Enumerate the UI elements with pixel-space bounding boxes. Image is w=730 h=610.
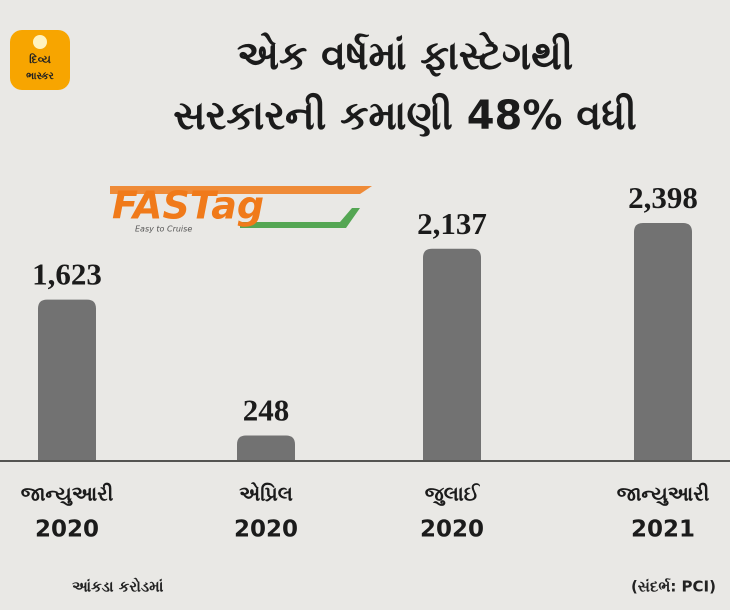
logo-text: ભાસ્કર <box>26 71 54 82</box>
x-tick-label: જુલાઈ <box>425 482 481 506</box>
chart-title: સરકારની કમાણી 48% વધી <box>173 93 637 139</box>
x-tick-label: જાન્યુઆરી <box>617 482 710 506</box>
value-label: 2,398 <box>628 180 698 215</box>
bar <box>634 223 692 460</box>
source: (સંદર્ભ: PCI) <box>631 578 716 596</box>
x-tick-label: એપ્રિલ <box>239 482 293 506</box>
x-tick-label: 2021 <box>631 517 695 543</box>
chart-title: એક વર્ષમાં ફાસ્ટેગથી <box>237 32 573 79</box>
value-label: 248 <box>243 393 290 428</box>
bar <box>423 248 481 460</box>
logo-text: દિવ્ય <box>29 52 51 66</box>
value-label: 1,623 <box>32 257 102 292</box>
fastag-tagline: Easy to Cruise <box>135 225 192 234</box>
x-tick-label: જાન્યુઆરી <box>21 482 114 506</box>
x-tick-label: 2020 <box>234 517 298 543</box>
bar <box>38 299 96 460</box>
x-tick-label: 2020 <box>420 517 484 543</box>
bar <box>237 435 295 460</box>
logo-box <box>10 30 70 90</box>
logo-sun <box>33 35 47 49</box>
unit-note: આંકડા કરોડમાં <box>72 577 164 596</box>
fastag-stripe <box>240 208 360 228</box>
value-label: 2,137 <box>417 206 487 241</box>
x-tick-label: 2020 <box>35 517 99 543</box>
fastag-stripe <box>110 186 372 194</box>
fastag-logo: FASTag <box>112 184 264 228</box>
